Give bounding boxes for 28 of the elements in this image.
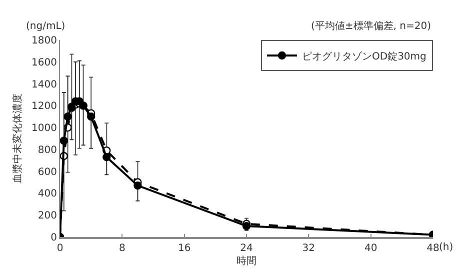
y-tick-label: 1200: [32, 101, 57, 112]
y-tick-label: 1600: [32, 57, 57, 68]
y-tick-label: 600: [38, 166, 57, 178]
x-tick-label: 8: [118, 243, 126, 254]
legend-label: ピオグリタゾンOD錠30mg: [302, 50, 426, 62]
point: [64, 112, 72, 121]
point: [102, 153, 111, 162]
y-tick-label: 1400: [32, 79, 57, 90]
text: (平均値±標準偏差, n=20): [311, 20, 432, 32]
y-tick-label: 400: [38, 188, 57, 200]
text: (ng/mL): [26, 21, 66, 32]
point: [242, 222, 251, 230]
y-tick-label: 0: [50, 232, 57, 244]
x-tick-label: 32: [302, 243, 316, 254]
x-tick-label: 24: [240, 243, 253, 254]
point: [86, 112, 96, 121]
y-tick-label: 1000: [32, 123, 57, 134]
y-tick-label: 1800: [32, 36, 57, 46]
y-axis-title: 血漿中未変化体濃度: [12, 94, 24, 184]
x-tick-label: 16: [178, 243, 191, 254]
y-tick-label: 200: [38, 210, 57, 222]
x-tick-label: 48: [426, 243, 440, 254]
text: (h): [439, 242, 454, 253]
x-axis-title: 時間: [236, 255, 256, 267]
x-tick-label: 40: [364, 243, 378, 254]
y-tick-label: 800: [38, 144, 57, 156]
point: [60, 136, 68, 145]
point: [134, 181, 142, 190]
